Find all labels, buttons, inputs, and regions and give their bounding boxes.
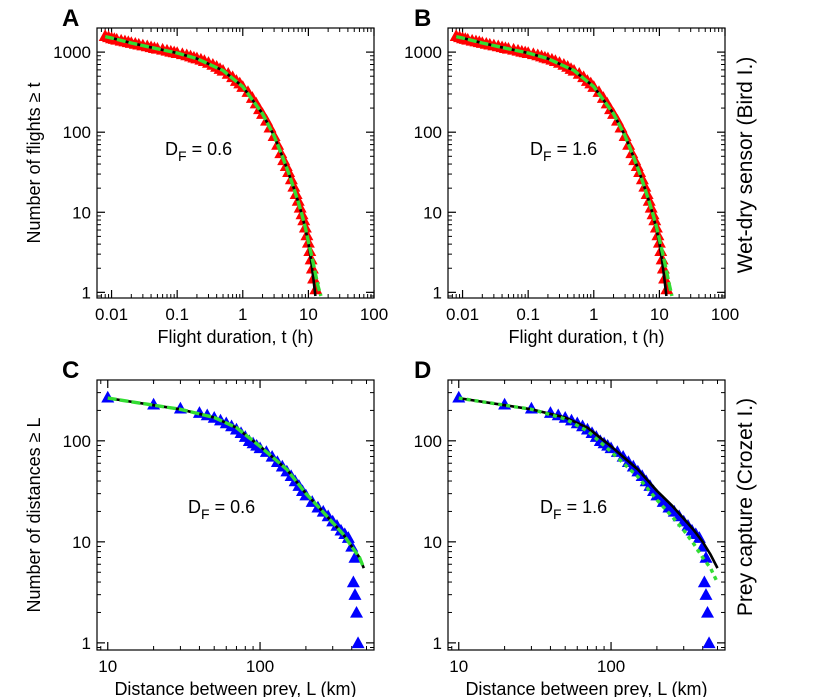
fractal-dimension-label: DF = 1.6 [540, 497, 607, 522]
x-tick-label: 0.01 [446, 305, 479, 324]
x-axis-label: Distance between prey, L (km) [114, 679, 356, 697]
data-point [650, 488, 664, 501]
x-axis-label: Flight duration, t (h) [508, 327, 664, 347]
fit-curve-green [107, 396, 366, 569]
y-tick-label: 100 [414, 432, 442, 451]
panel-b: 0.01 0.1 1 10 100 1 10 100 1000 Flight duration, … [404, 5, 739, 347]
x-tick-label: 10 [449, 657, 468, 676]
panel-letter: C [62, 357, 79, 384]
fit-curve-green [104, 34, 323, 297]
y-tick-label: 100 [63, 123, 91, 142]
x-tick-label: 1 [589, 305, 598, 324]
data-point [697, 575, 711, 588]
y-tick-label: 10 [423, 533, 442, 552]
y-tick-label: 10 [72, 203, 91, 222]
data-point [656, 495, 670, 507]
y-tick-label: 10 [72, 533, 91, 552]
row-label-bottom: Prey capture (Crozet I.) [734, 398, 757, 616]
data-point [699, 588, 713, 600]
plot-frame [447, 27, 726, 299]
data-point [702, 636, 716, 649]
x-axis-label: Flight duration, t (h) [157, 327, 313, 347]
x-tick-label: 1 [238, 305, 247, 324]
y-tick-label: 1 [433, 283, 442, 302]
x-tick-label: 0.01 [95, 305, 128, 324]
y-tick-label: 1 [82, 283, 91, 302]
panel-c: 10 100 1 10 100 Distance between prey, L (km)… [24, 357, 375, 697]
plot-frame [96, 27, 375, 299]
panel-a: 0.01 0.1 1 10 100 1 10 100 1000 Flight duration, … [24, 5, 388, 347]
plot-area [452, 390, 719, 649]
fit-curve-black [458, 396, 719, 569]
data-point [346, 575, 360, 588]
plot-frame [447, 379, 726, 651]
x-tick-label: 100 [360, 305, 388, 324]
data-point [348, 588, 362, 600]
y-tick-label: 1 [433, 634, 442, 653]
panel-letter: D [414, 357, 431, 384]
y-axis-label: Number of distances ≥ L [24, 418, 44, 613]
fractal-dimension-label: DF = 0.6 [188, 497, 255, 522]
x-tick-label: 10 [299, 305, 318, 324]
panel-letter: B [414, 5, 431, 32]
data-point [309, 282, 323, 295]
x-tick-label: 100 [246, 657, 274, 676]
x-axis-label: Distance between prey, L (km) [465, 679, 707, 697]
data-point [660, 282, 674, 295]
y-tick-label: 10 [423, 203, 442, 222]
y-tick-label: 100 [63, 432, 91, 451]
data-point [348, 550, 362, 563]
data-point [101, 390, 115, 403]
data-point [350, 605, 364, 618]
data-point [701, 605, 715, 618]
panel-d: 10 100 1 10 100 Distance between prey, L (km)… [414, 357, 726, 697]
plot-area [98, 29, 323, 297]
y-tick-label: 100 [414, 123, 442, 142]
x-tick-label: 0.1 [165, 305, 189, 324]
fractal-dimension-label: DF = 1.6 [530, 139, 597, 164]
data-point [351, 636, 365, 649]
y-tick-label: 1000 [404, 43, 442, 62]
data-point [452, 390, 466, 403]
fit-curve-black [107, 396, 366, 569]
panel-letter: A [62, 5, 79, 32]
y-tick-label: 1000 [53, 43, 91, 62]
row-label-top: Wet-dry sensor (Bird I.) [734, 57, 757, 274]
x-tick-label: 0.1 [516, 305, 540, 324]
plot-frame [96, 379, 375, 651]
y-axis-label: Number of flights ≥ t [24, 83, 44, 244]
fractal-dimension-label: DF = 0.6 [165, 139, 232, 164]
plot-area [101, 390, 366, 649]
x-tick-label: 10 [650, 305, 669, 324]
x-tick-label: 100 [597, 657, 625, 676]
y-tick-label: 1 [82, 634, 91, 653]
fit-curve-green [455, 34, 674, 297]
x-tick-label: 10 [98, 657, 117, 676]
fit-curve-green [458, 396, 718, 581]
plot-area [449, 29, 674, 297]
x-tick-label: 100 [711, 305, 739, 324]
